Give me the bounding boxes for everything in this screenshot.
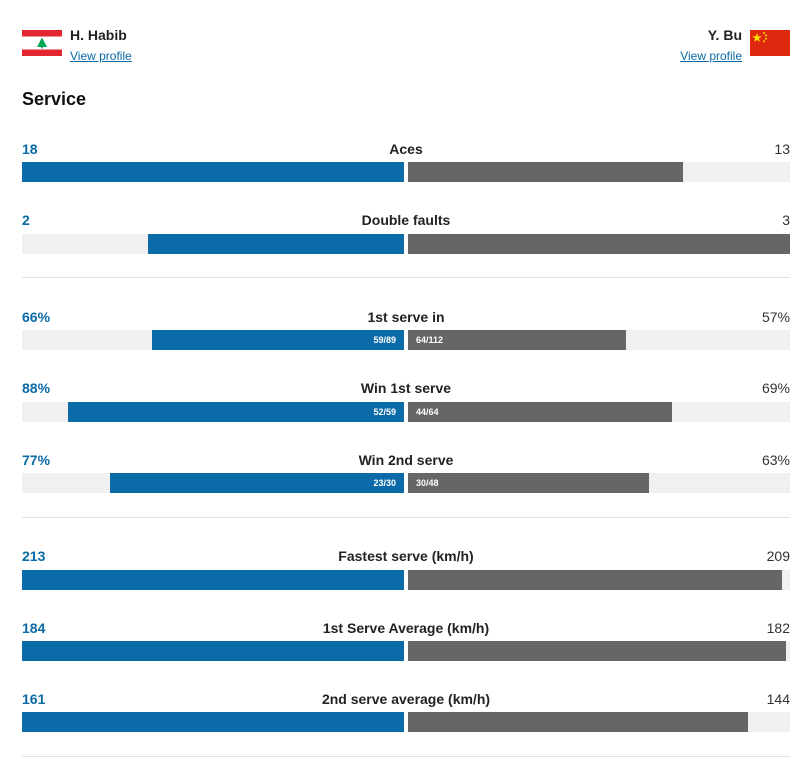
player2-fraction: 64/112 bbox=[416, 335, 444, 345]
stat-bars bbox=[22, 570, 790, 590]
player1-track bbox=[22, 641, 404, 661]
player1-value: 2 bbox=[22, 212, 30, 228]
player1-value: 18 bbox=[22, 141, 38, 157]
stat-double-faults: 2 Double faults 3 bbox=[22, 212, 790, 254]
stat-aces: 18 Aces 13 bbox=[22, 141, 790, 182]
player2-value: 63% bbox=[761, 452, 790, 468]
player2-value: 57% bbox=[761, 309, 790, 325]
player1-fraction: 23/30 bbox=[373, 478, 396, 488]
stat-label: 1st Serve Average (km/h) bbox=[322, 620, 490, 636]
stat-bars: 59/89 64/112 bbox=[22, 330, 790, 350]
stat-label: Aces bbox=[389, 141, 423, 157]
player2-fraction: 30/48 bbox=[416, 478, 439, 488]
stat-label: Fastest serve (km/h) bbox=[338, 548, 474, 564]
player2-value: 13 bbox=[774, 141, 790, 157]
player2-track: 30/48 bbox=[408, 473, 790, 493]
player2-header: Y. Bu View profile bbox=[680, 26, 790, 65]
player1-bar bbox=[22, 712, 404, 732]
stat-win-second-serve: 77% Win 2nd serve 63% 23/30 30/48 bbox=[22, 452, 790, 493]
stat-second-serve-average: 161 2nd serve average (km/h) 144 bbox=[22, 691, 790, 732]
player1-value: 161 bbox=[22, 691, 46, 707]
stat-label: Double faults bbox=[361, 212, 451, 228]
lebanon-flag-icon bbox=[22, 30, 62, 56]
player1-value: 77% bbox=[22, 452, 51, 468]
player1-track: 23/30 bbox=[22, 473, 404, 493]
stat-bars bbox=[22, 162, 790, 182]
player2-bar bbox=[408, 162, 684, 182]
stat-label: 1st serve in bbox=[367, 309, 445, 325]
stat-win-first-serve: 88% Win 1st serve 69% 52/59 44/64 bbox=[22, 380, 790, 422]
player2-bar bbox=[408, 712, 748, 732]
stat-bars bbox=[22, 234, 790, 254]
player1-bar bbox=[148, 234, 404, 254]
player1-value: 66% bbox=[22, 309, 51, 325]
player1-bar bbox=[22, 570, 404, 590]
player1-fraction: 59/89 bbox=[373, 335, 396, 345]
player2-value: 209 bbox=[766, 548, 790, 564]
player2-bar bbox=[408, 641, 787, 661]
player2-value: 69% bbox=[761, 380, 790, 396]
player1-track: 52/59 bbox=[22, 402, 404, 422]
player2-value: 3 bbox=[782, 212, 790, 228]
player1-value: 213 bbox=[22, 548, 46, 564]
player2-track bbox=[408, 234, 790, 254]
player2-track bbox=[408, 712, 790, 732]
stat-bars bbox=[22, 712, 790, 732]
player1-bar: 23/30 bbox=[109, 473, 404, 493]
divider bbox=[22, 277, 790, 278]
player1-value: 184 bbox=[22, 620, 46, 636]
player1-bar: 59/89 bbox=[151, 330, 404, 350]
player2-track bbox=[408, 570, 790, 590]
player1-track bbox=[22, 162, 404, 182]
player1-track bbox=[22, 712, 404, 732]
section-title: Service bbox=[22, 89, 87, 109]
player1-track: 59/89 bbox=[22, 330, 404, 350]
player2-value: 182 bbox=[766, 620, 790, 636]
player1-track bbox=[22, 234, 404, 254]
player2-bar bbox=[408, 570, 783, 590]
player1-value: 88% bbox=[22, 380, 51, 396]
divider bbox=[22, 517, 790, 518]
player1-bar bbox=[22, 162, 404, 182]
stat-first-serve-in: 66% 1st serve in 57% 59/89 64/112 bbox=[22, 309, 790, 350]
player2-view-profile-link[interactable]: View profile bbox=[680, 49, 742, 63]
stat-label: Win 1st serve bbox=[360, 380, 452, 396]
stat-bars: 52/59 44/64 bbox=[22, 402, 790, 422]
player2-value: 144 bbox=[766, 691, 790, 707]
player2-track bbox=[408, 641, 790, 661]
player1-fraction: 52/59 bbox=[373, 407, 396, 417]
stat-fastest-serve: 213 Fastest serve (km/h) 209 bbox=[22, 548, 790, 590]
player2-bar: 44/64 bbox=[408, 402, 672, 422]
player2-track bbox=[408, 162, 790, 182]
player2-track: 64/112 bbox=[408, 330, 790, 350]
stat-first-serve-average: 184 1st Serve Average (km/h) 182 bbox=[22, 620, 790, 661]
player2-bar bbox=[408, 234, 790, 254]
player2-track: 44/64 bbox=[408, 402, 790, 422]
player1-name: H. Habib bbox=[70, 27, 127, 43]
stat-bars bbox=[22, 641, 790, 661]
player2-bar: 64/112 bbox=[408, 330, 626, 350]
player1-track bbox=[22, 570, 404, 590]
stat-label: Win 2nd serve bbox=[358, 452, 454, 468]
player1-bar bbox=[22, 641, 404, 661]
player2-name: Y. Bu bbox=[707, 27, 742, 43]
divider bbox=[22, 756, 790, 757]
player2-fraction: 44/64 bbox=[416, 407, 439, 417]
player1-bar: 52/59 bbox=[67, 402, 404, 422]
player2-bar: 30/48 bbox=[408, 473, 649, 493]
stat-label: 2nd serve average (km/h) bbox=[321, 691, 491, 707]
stat-bars: 23/30 30/48 bbox=[22, 473, 790, 493]
player1-view-profile-link[interactable]: View profile bbox=[70, 49, 132, 63]
player1-header: H. Habib View profile bbox=[22, 26, 132, 65]
china-flag-icon bbox=[750, 30, 790, 56]
